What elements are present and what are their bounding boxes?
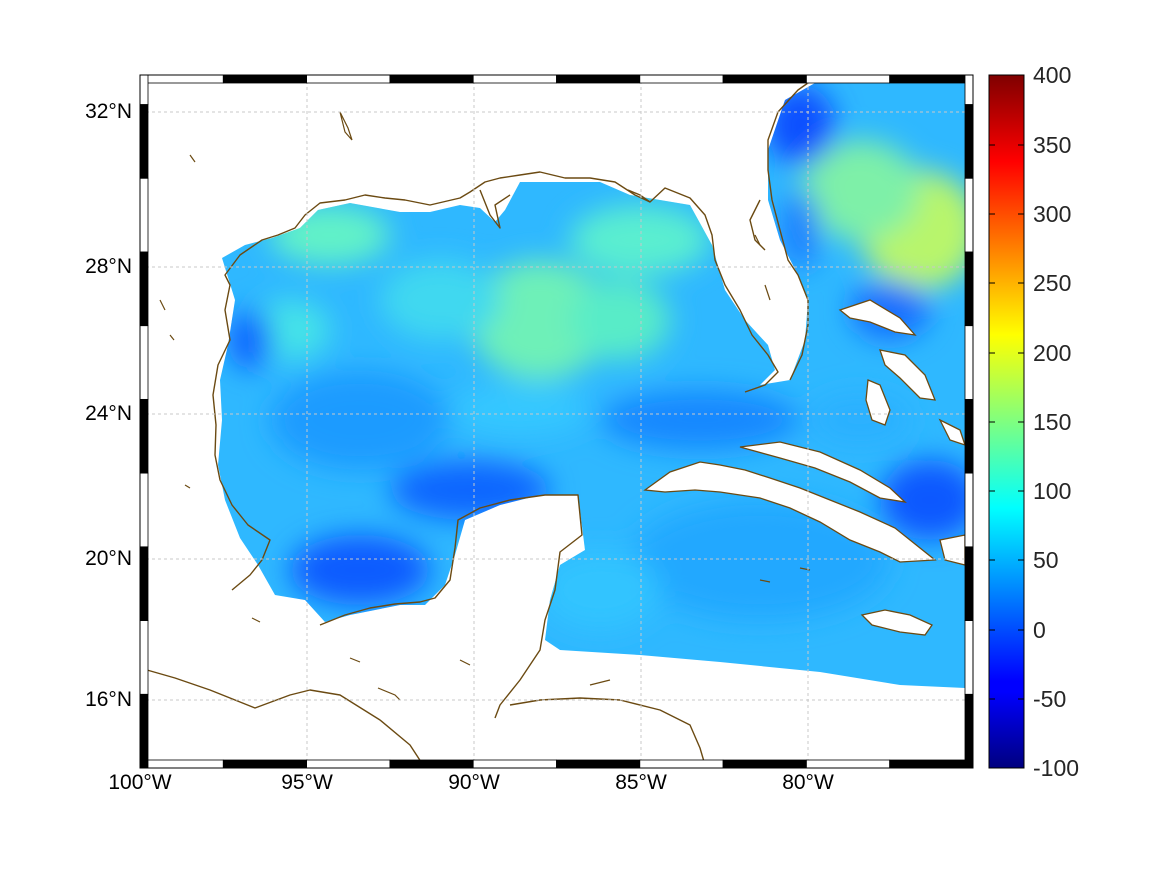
frame-segment: [556, 74, 641, 84]
frame-segment: [139, 74, 149, 105]
colorbar-label-300: 300: [1033, 201, 1072, 227]
honduras-coast: [509, 697, 706, 766]
frame-segment: [222, 759, 308, 769]
bahamas-bank: [838, 299, 917, 336]
lat-label-20n: 20°N: [85, 547, 132, 570]
frame-segment: [139, 693, 149, 769]
colorbar-label-250: 250: [1033, 270, 1072, 296]
mississippi-delta: [479, 189, 511, 229]
grand-bahama: [879, 349, 937, 401]
frame-segment: [964, 398, 974, 474]
graticule: [140, 75, 973, 768]
colorbar-label-200: 200: [1033, 340, 1072, 366]
lon-label-95w: 95°W: [281, 771, 333, 794]
lat-label-28n: 28°N: [85, 255, 132, 278]
colorbar-label-0: 0: [1033, 617, 1046, 643]
colorbar-label-neg100: -100: [1033, 755, 1080, 781]
lon-label-85w: 85°W: [615, 771, 667, 794]
frame-segment: [472, 759, 557, 769]
frame-segment: [639, 74, 724, 84]
big-bend: [627, 189, 651, 203]
colorbar-label-neg50: -50: [1033, 686, 1067, 712]
frame-segment: [139, 104, 149, 179]
frame-segment: [722, 759, 807, 769]
frame-segment: [139, 620, 149, 695]
frame-segment: [139, 74, 224, 84]
frame-segment: [139, 177, 149, 253]
lon-label-80w: 80°W: [782, 771, 834, 794]
frame-segment: [389, 759, 474, 769]
frame-segment: [389, 74, 474, 84]
frame-segment: [964, 472, 974, 548]
map-frame: [139, 74, 974, 769]
central-america-coast: [139, 667, 426, 769]
lon-label-100w: 100°W: [108, 771, 172, 794]
frame-segment: [139, 325, 149, 400]
lat-label-16n: 16°N: [85, 688, 132, 711]
frame-segment: [139, 398, 149, 474]
frame-segment: [139, 759, 224, 769]
frame-segment: [964, 104, 974, 179]
islets: [159, 111, 811, 701]
frame-segment: [889, 759, 974, 769]
colorbar-ticks: [989, 144, 1024, 700]
frame-segment: [306, 74, 391, 84]
frame-segment: [806, 74, 891, 84]
gulf-coast: [212, 171, 779, 591]
colorbar-label-400: 400: [1033, 62, 1072, 88]
jamaica: [860, 609, 933, 636]
frame-segment: [472, 74, 557, 84]
land-masks: [643, 299, 967, 636]
frame-segment: [139, 472, 149, 548]
cuba-north: [739, 441, 908, 503]
frame-segment: [306, 759, 391, 769]
frame-segment: [964, 693, 974, 769]
colorbar-label-150: 150: [1033, 409, 1072, 435]
lon-label-90w: 90°W: [448, 771, 500, 794]
frame-segment: [889, 74, 974, 84]
colorbar-label-50: 50: [1033, 547, 1059, 573]
cuba: [643, 461, 937, 563]
lat-label-32n: 32°N: [85, 100, 132, 123]
frame-segment: [964, 325, 974, 400]
frame-segment: [222, 74, 308, 84]
frame-segment: [964, 251, 974, 327]
frame-segment: [139, 251, 149, 327]
frame-segment: [964, 74, 974, 105]
frame-segment: [964, 546, 974, 621]
frame-segment: [806, 759, 891, 769]
frame-segment: [964, 620, 974, 695]
colorbar-label-100: 100: [1033, 478, 1072, 504]
lat-label-24n: 24°N: [85, 402, 132, 425]
frame-segment: [556, 759, 641, 769]
frame-segment: [639, 759, 724, 769]
frame-segment: [139, 546, 149, 621]
frame-segment: [964, 177, 974, 253]
frame-border: [139, 74, 974, 769]
frame-segment: [722, 74, 807, 84]
yucatan-coast: [319, 494, 583, 719]
colorbar-label-350: 350: [1033, 132, 1072, 158]
